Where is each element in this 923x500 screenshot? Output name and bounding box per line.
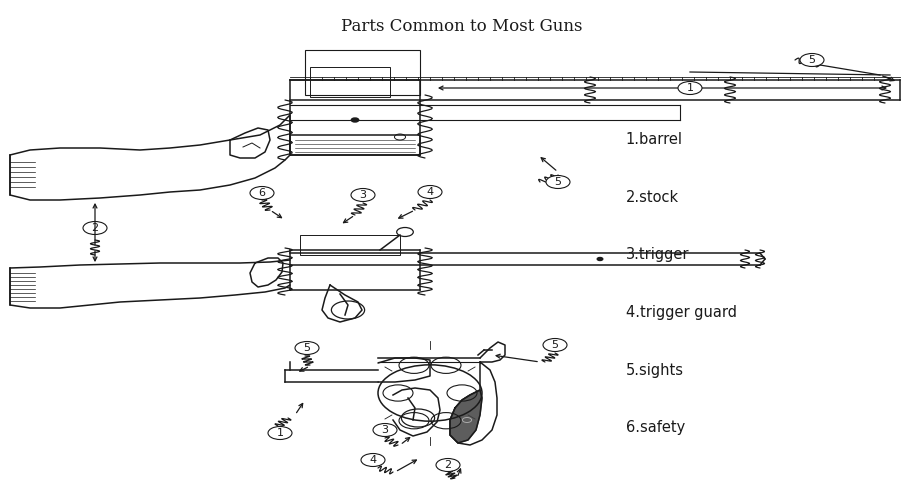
Circle shape xyxy=(373,424,397,436)
Circle shape xyxy=(250,186,274,200)
Text: 3: 3 xyxy=(381,425,389,435)
Text: 2: 2 xyxy=(445,460,451,470)
Polygon shape xyxy=(450,390,482,443)
Text: 1.barrel: 1.barrel xyxy=(626,132,683,148)
Circle shape xyxy=(418,186,442,198)
Circle shape xyxy=(436,458,460,471)
Text: 5: 5 xyxy=(552,340,558,350)
Text: 2.stock: 2.stock xyxy=(626,190,679,205)
Text: Parts Common to Most Guns: Parts Common to Most Guns xyxy=(341,18,582,35)
Text: 4.trigger guard: 4.trigger guard xyxy=(626,305,737,320)
Text: 1: 1 xyxy=(687,83,693,93)
Text: 3: 3 xyxy=(359,190,366,200)
Circle shape xyxy=(800,54,824,66)
Circle shape xyxy=(351,188,375,202)
Circle shape xyxy=(295,342,319,354)
Text: 6.safety: 6.safety xyxy=(626,420,685,435)
Text: 5: 5 xyxy=(555,177,561,187)
Text: 4: 4 xyxy=(426,187,434,197)
Circle shape xyxy=(83,222,107,234)
Text: 2: 2 xyxy=(91,223,99,233)
Text: 5: 5 xyxy=(809,55,816,65)
Circle shape xyxy=(352,118,359,122)
Text: 5: 5 xyxy=(304,343,310,353)
Text: 1: 1 xyxy=(277,428,283,438)
Circle shape xyxy=(678,82,702,94)
Circle shape xyxy=(546,176,570,188)
Circle shape xyxy=(268,426,292,440)
Circle shape xyxy=(543,338,567,351)
Text: 4: 4 xyxy=(369,455,377,465)
Text: 5.sights: 5.sights xyxy=(626,362,684,378)
Text: 3.trigger: 3.trigger xyxy=(626,248,689,262)
Circle shape xyxy=(361,454,385,466)
Text: 6: 6 xyxy=(258,188,266,198)
Circle shape xyxy=(597,258,603,260)
